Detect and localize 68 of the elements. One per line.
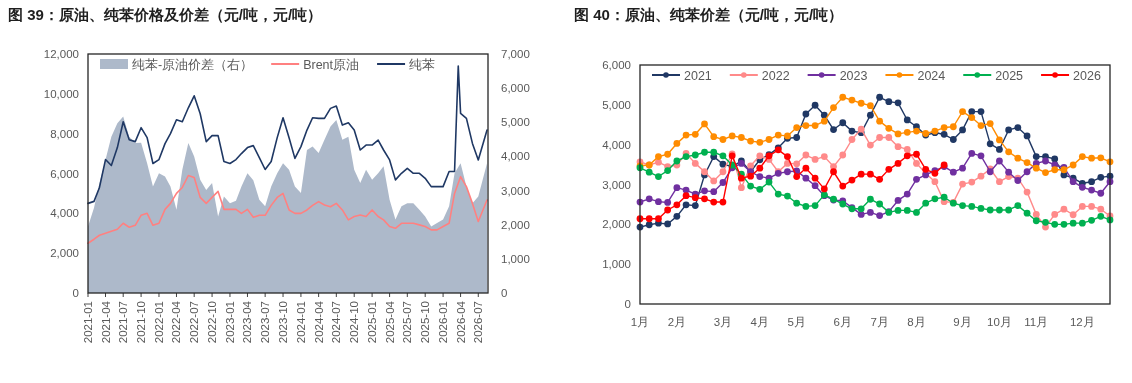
x-tick-label: 8月 (907, 316, 926, 328)
x-tick-label: 2023-04 (241, 300, 254, 344)
y-tick-label: 4,000 (602, 138, 631, 151)
y-tick-label: 6,000 (602, 59, 631, 71)
y-tick-label: 0 (624, 298, 631, 310)
x-tick-label: 9月 (953, 316, 972, 328)
x-tick-label: 2024-07 (330, 301, 343, 344)
x-tick-label: 2022-01 (152, 301, 165, 344)
x-tick-label: 10月 (987, 316, 1012, 328)
x-tick-label: 2022-10 (206, 301, 219, 344)
y2-tick-label: 3,000 (501, 184, 530, 197)
y2-tick-label: 5,000 (501, 116, 530, 129)
y2-tick-label: 2,000 (501, 218, 530, 231)
y-tick-label: 10,000 (43, 87, 79, 100)
x-tick-label: 2025-04 (383, 300, 396, 344)
x-tick-label: 2021-01 (82, 301, 94, 344)
x-tick-label: 5月 (787, 316, 806, 328)
legend-label: 2025 (995, 68, 1024, 83)
y-tick-label: 4,000 (50, 207, 79, 220)
legend-label: 2022 (761, 68, 790, 83)
chart-title: 图 39：原油、纯苯价格及价差（元/吨，元/吨） (8, 6, 323, 23)
x-tick-label: 1月 (630, 316, 650, 328)
x-tick-label: 2026-07 (472, 301, 485, 344)
x-tick-label: 2021-10 (135, 301, 148, 344)
y-tick-label: 5,000 (602, 98, 631, 111)
chart-title: 图 40：原油、纯苯价差（元/吨，元/吨） (574, 6, 844, 23)
x-tick-label: 2025-07 (401, 301, 414, 344)
x-tick-label: 7月 (870, 316, 889, 328)
x-tick-label: 3月 (713, 316, 733, 328)
legend-label: 2021 (684, 68, 712, 83)
y2-tick-label: 0 (501, 287, 508, 299)
y2-tick-label: 4,000 (501, 150, 530, 163)
x-tick-label: 2024-01 (294, 301, 307, 344)
y-tick-label: 2,000 (50, 247, 79, 260)
legend-label: Brent原油 (303, 57, 360, 72)
x-tick-label: 2022-04 (170, 300, 183, 344)
x-tick-label: 2026-04 (454, 300, 467, 344)
y-tick-label: 0 (72, 287, 79, 299)
x-tick-label: 6月 (833, 316, 852, 328)
y-tick-label: 12,000 (43, 48, 79, 60)
y-tick-label: 6,000 (50, 167, 79, 180)
y-tick-label: 3,000 (602, 178, 631, 191)
x-tick-label: 2023-10 (277, 301, 290, 344)
legend-label: 纯苯-原油价差（右） (132, 57, 254, 72)
x-tick-label: 11月 (1024, 316, 1049, 328)
legend-label: 2024 (917, 68, 946, 83)
y-tick-label: 2,000 (602, 218, 631, 231)
x-tick-label: 12月 (1069, 316, 1095, 328)
x-tick-label: 2023-01 (223, 301, 236, 344)
x-tick-label: 2026-01 (437, 301, 450, 344)
x-tick-label: 2月 (667, 316, 687, 328)
x-tick-label: 2024-10 (348, 301, 361, 344)
y2-tick-label: 1,000 (501, 252, 530, 265)
x-tick-label: 2024-04 (312, 300, 325, 344)
y2-tick-label: 7,000 (501, 48, 530, 60)
x-tick-label: 2025-01 (366, 301, 379, 344)
x-tick-label: 4月 (750, 316, 770, 328)
legend-label: 纯苯 (409, 57, 436, 72)
y2-tick-label: 6,000 (501, 82, 530, 95)
legend-label: 2026 (1073, 68, 1101, 83)
legend-label: 2023 (839, 68, 868, 83)
x-tick-label: 2021-04 (99, 300, 112, 344)
x-tick-label: 2021-07 (117, 301, 130, 344)
y-tick-label: 8,000 (50, 127, 79, 140)
x-tick-label: 2023-07 (259, 301, 272, 344)
y-tick-label: 1,000 (602, 258, 631, 271)
x-tick-label: 2025-10 (419, 301, 432, 344)
x-tick-label: 2022-07 (188, 301, 201, 344)
